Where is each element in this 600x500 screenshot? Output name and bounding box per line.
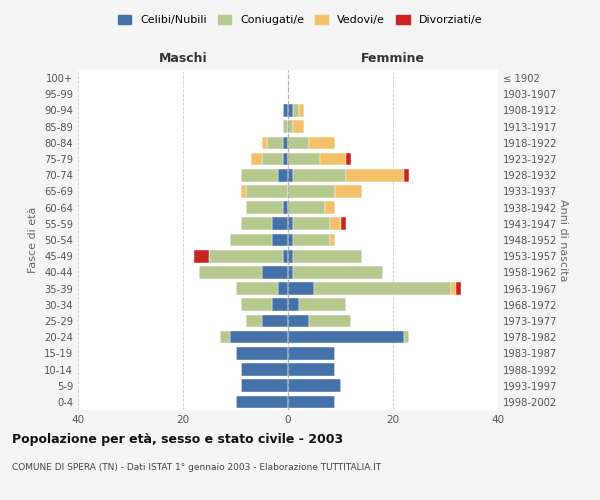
Bar	[288, 347, 335, 360]
Bar	[241, 298, 272, 311]
Bar	[299, 298, 346, 311]
Bar	[288, 298, 299, 311]
Bar	[288, 136, 309, 149]
Bar	[335, 185, 361, 198]
Bar	[272, 298, 288, 311]
Bar	[272, 234, 288, 246]
Bar	[330, 218, 341, 230]
Bar	[325, 202, 335, 214]
Bar	[267, 136, 283, 149]
Bar	[262, 314, 288, 328]
Bar	[293, 250, 361, 262]
Bar	[283, 152, 288, 166]
Bar	[235, 282, 277, 295]
Text: Maschi: Maschi	[158, 52, 208, 65]
Bar	[288, 250, 293, 262]
Bar	[283, 250, 288, 262]
Y-axis label: Fasce di età: Fasce di età	[28, 207, 38, 273]
Bar	[293, 218, 330, 230]
Bar	[299, 104, 304, 117]
Bar	[288, 104, 293, 117]
Bar	[288, 152, 320, 166]
Bar	[246, 185, 288, 198]
Bar	[314, 282, 451, 295]
Bar	[241, 363, 288, 376]
Bar	[288, 185, 335, 198]
Bar	[241, 169, 277, 181]
Bar	[309, 314, 351, 328]
Bar	[288, 202, 325, 214]
Bar	[293, 266, 383, 278]
Bar	[283, 120, 288, 133]
Legend: Celibi/Nubili, Coniugati/e, Vedovi/e, Divorziati/e: Celibi/Nubili, Coniugati/e, Vedovi/e, Di…	[113, 10, 487, 30]
Bar	[288, 314, 309, 328]
Bar	[246, 202, 283, 214]
Text: COMUNE DI SPERA (TN) - Dati ISTAT 1° gennaio 2003 - Elaborazione TUTTITALIA.IT: COMUNE DI SPERA (TN) - Dati ISTAT 1° gen…	[12, 462, 381, 471]
Bar	[288, 380, 341, 392]
Bar	[230, 331, 288, 344]
Y-axis label: Anni di nascita: Anni di nascita	[559, 198, 568, 281]
Bar	[404, 169, 409, 181]
Bar	[241, 218, 272, 230]
Bar	[309, 136, 335, 149]
Bar	[262, 266, 288, 278]
Bar	[277, 169, 288, 181]
Bar	[288, 120, 293, 133]
Bar	[288, 331, 404, 344]
Bar	[283, 136, 288, 149]
Bar	[293, 169, 346, 181]
Bar	[262, 152, 283, 166]
Bar	[330, 234, 335, 246]
Bar	[262, 136, 267, 149]
Bar	[346, 169, 404, 181]
Bar	[283, 104, 288, 117]
Bar	[293, 104, 299, 117]
Bar	[288, 266, 293, 278]
Bar	[293, 120, 304, 133]
Bar	[277, 282, 288, 295]
Bar	[209, 250, 283, 262]
Bar	[235, 347, 288, 360]
Bar	[293, 234, 330, 246]
Bar	[283, 202, 288, 214]
Bar	[193, 250, 209, 262]
Bar	[288, 282, 314, 295]
Bar	[272, 218, 288, 230]
Bar	[246, 314, 262, 328]
Bar	[288, 234, 293, 246]
Bar	[451, 282, 456, 295]
Bar	[288, 218, 293, 230]
Bar	[341, 218, 346, 230]
Bar	[456, 282, 461, 295]
Bar	[320, 152, 346, 166]
Bar	[230, 234, 272, 246]
Bar	[241, 185, 246, 198]
Bar	[220, 331, 230, 344]
Bar	[251, 152, 262, 166]
Bar	[288, 169, 293, 181]
Bar	[288, 396, 335, 408]
Bar	[241, 380, 288, 392]
Bar	[235, 396, 288, 408]
Text: Femmine: Femmine	[361, 52, 425, 65]
Bar	[288, 363, 335, 376]
Text: Popolazione per età, sesso e stato civile - 2003: Popolazione per età, sesso e stato civil…	[12, 432, 343, 446]
Bar	[199, 266, 262, 278]
Bar	[346, 152, 351, 166]
Bar	[404, 331, 409, 344]
